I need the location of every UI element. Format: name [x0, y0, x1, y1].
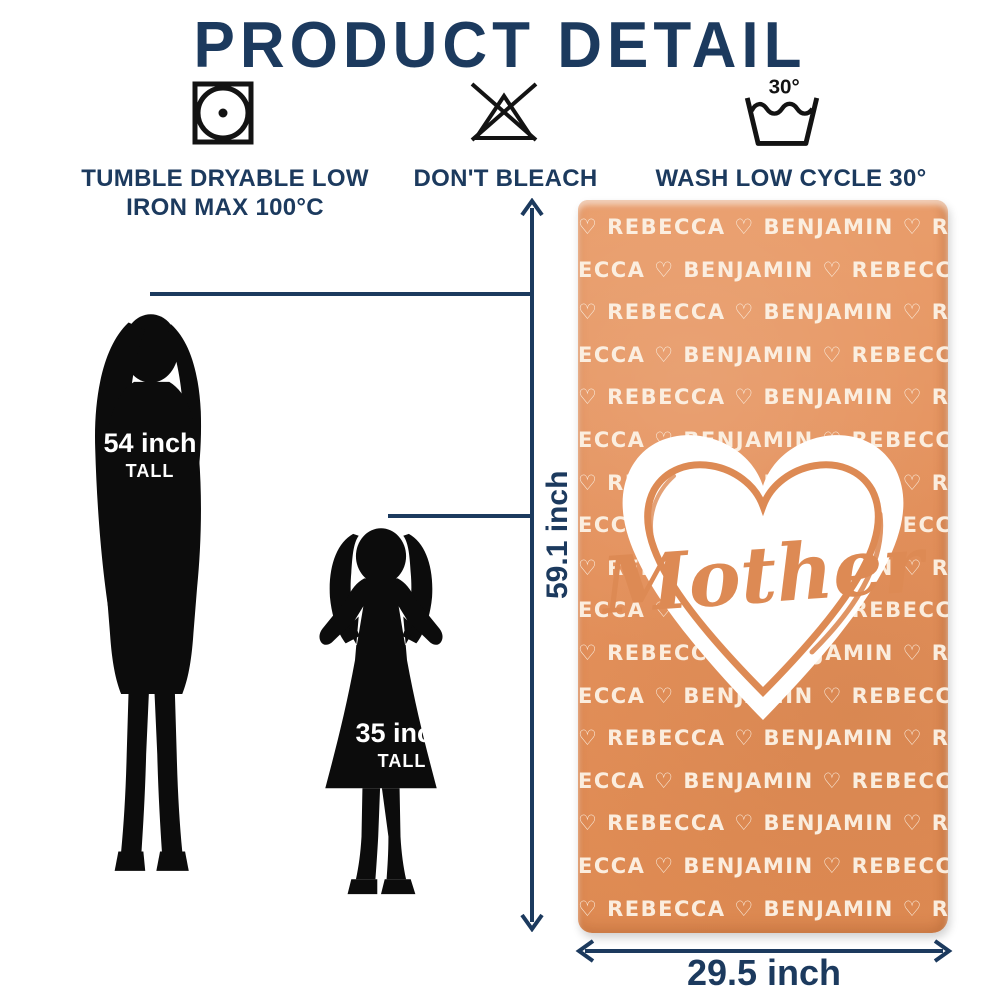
child-height-value: 35 inch [355, 718, 449, 748]
pattern-row: ♡ REBECCA ♡ BENJAMIN ♡ REBECCA ♡ [578, 300, 948, 325]
page-title: PRODUCT DETAIL [193, 9, 807, 82]
towel-width-label: 29.5 inch [686, 952, 842, 993]
dont-bleach-label: DON'T BLEACH [413, 165, 598, 192]
adult-head-line [150, 292, 534, 296]
pattern-row: ECCA ♡ BENJAMIN ♡ REBECCA ♡ BENJA [578, 853, 948, 878]
dont-bleach-icon [470, 82, 538, 142]
tumble-dry-label-line2: IRON MAX 100°C [126, 194, 324, 222]
adult-height-unit: TALL [125, 461, 175, 481]
pattern-row: ECCA ♡ BENJAMIN ♡ REBECCA ♡ BENJA [578, 257, 948, 282]
pattern-row: ECCA ♡ BENJAMIN ♡ REBECCA ♡ BENJA [578, 342, 948, 367]
pattern-row: ♡ REBECCA ♡ BENJAMIN ♡ REBECCA ♡ [578, 811, 948, 836]
tumble-dry-label: TUMBLE DRYABLE LOW IRON MAX 100°C [65, 164, 385, 223]
towel-center-name: Mother [600, 519, 926, 633]
length-arrow [520, 198, 544, 932]
pattern-row: ♡ REBECCA ♡ BENJAMIN ♡ REBECCA ♡ [578, 385, 948, 410]
pattern-row: ♡ REBECCA ♡ BENJAMIN ♡ REBECCA ♡ [578, 215, 948, 239]
pattern-row: ECCA ♡ BENJAMIN ♡ REBECCA ♡ BENJA [578, 768, 948, 793]
wash-temp: 30° [769, 76, 800, 99]
child-height-unit: TALL [377, 751, 427, 771]
tumble-dry-label-line1: TUMBLE DRYABLE LOW [81, 165, 369, 192]
adult-height-label: 54 inch TALL [90, 428, 210, 482]
child-girl-silhouette [319, 528, 443, 895]
adult-woman-silhouette [95, 314, 202, 871]
wash-icon: 30° [744, 76, 820, 146]
towel-length-label: 59.1 inch [541, 470, 574, 600]
tumble-dry-icon [192, 81, 254, 145]
heart-graphic: Mother [600, 435, 926, 720]
pattern-row: ♡ REBECCA ♡ BENJAMIN ♡ REBECCA ♡ [578, 726, 948, 751]
adult-height-value: 54 inch [103, 428, 197, 458]
width-arrow [575, 939, 953, 963]
child-head-line [388, 514, 534, 518]
child-height-label: 35 inch TALL [342, 718, 462, 772]
towel-product-image: ♡ REBECCA ♡ BENJAMIN ♡ REBECCA ♡ ECCA ♡ B… [578, 200, 948, 933]
pattern-row: ECCA ♡ BENJAMIN ♡ REBECCA ♡ BENJA [578, 427, 948, 452]
pattern-row: ♡ REBECCA ♡ BENJAMIN ♡ REBECCA ♡ [578, 896, 948, 921]
wash-label: WASH LOW CYCLE 30° [655, 165, 927, 192]
